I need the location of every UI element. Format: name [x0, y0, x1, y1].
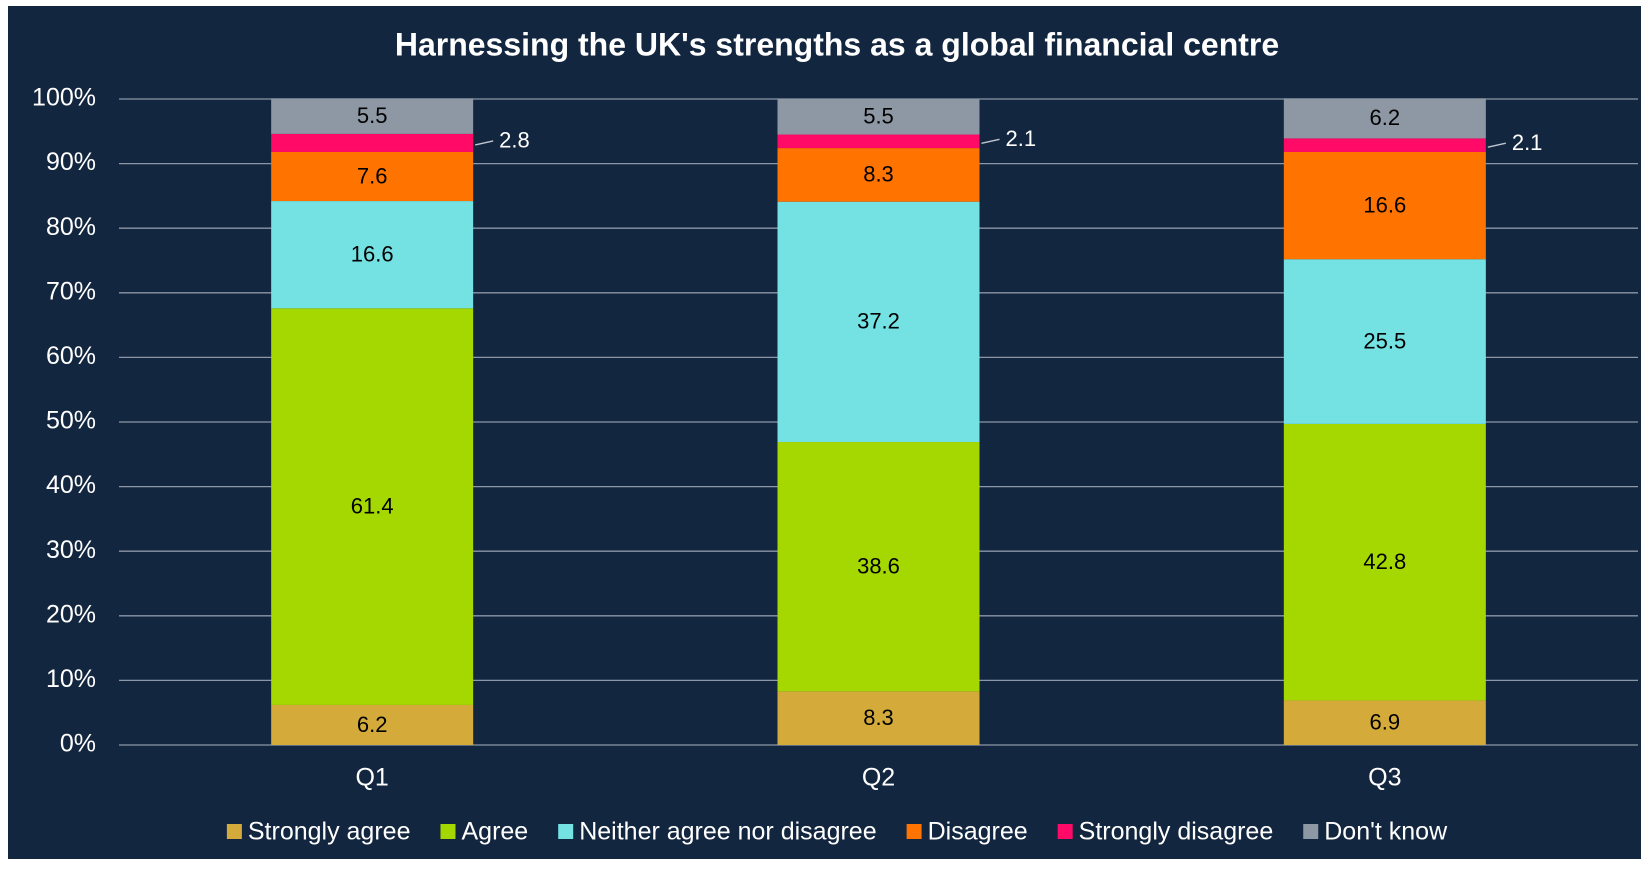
legend-label: Strongly disagree [1079, 818, 1274, 846]
legend-label: Don't know [1324, 818, 1448, 846]
y-tick-label: 80% [46, 213, 96, 241]
data-label: 2.1 [1512, 130, 1543, 155]
x-tick-label: Q1 [355, 764, 388, 792]
legend-swatch [1303, 824, 1319, 839]
bar-segment [1283, 259, 1486, 424]
bar-segment [271, 201, 474, 309]
data-label: 37.2 [857, 309, 900, 334]
legend-label: Agree [461, 818, 528, 846]
legend-swatch [906, 824, 922, 839]
legend-label: Disagree [928, 818, 1028, 846]
bar-segment [271, 98, 474, 134]
bar-segment [1283, 151, 1486, 260]
leader-line [475, 140, 494, 146]
data-label: 5.5 [357, 103, 388, 128]
y-tick-label: 60% [46, 342, 96, 370]
y-tick-label: 50% [46, 407, 96, 435]
bar-segment [1283, 98, 1486, 139]
leader-line [981, 138, 1000, 144]
data-label: 2.8 [499, 128, 530, 153]
bar-segment [271, 704, 474, 745]
bar-segment [271, 133, 474, 152]
bar-segment [777, 134, 980, 149]
data-label: 16.6 [351, 241, 394, 266]
y-tick-label: 70% [46, 277, 96, 305]
x-tick-label: Q2 [862, 764, 895, 792]
data-label: 16.6 [1363, 192, 1406, 217]
legend-swatch [1057, 824, 1073, 839]
data-label: 42.8 [1363, 549, 1406, 574]
legend-label: Strongly agree [248, 818, 411, 846]
bar-segment [271, 308, 474, 705]
y-tick-label: 0% [60, 730, 96, 758]
bar-segment [777, 148, 980, 202]
chart-title: Harnessing the UK's strengths as a globa… [395, 26, 1279, 62]
data-label: 8.3 [863, 162, 894, 187]
bar-segment [1283, 138, 1486, 152]
data-label: 6.9 [1370, 710, 1401, 735]
data-label: 38.6 [857, 554, 900, 579]
data-label: 7.6 [357, 163, 388, 188]
data-label: 8.3 [863, 705, 894, 730]
x-tick-label: Q3 [1368, 764, 1401, 792]
bar-segment [777, 691, 980, 745]
y-tick-label: 10% [46, 665, 96, 693]
data-label: 61.4 [351, 493, 394, 518]
bar-segment [777, 442, 980, 692]
y-tick-label: 90% [46, 148, 96, 176]
bar-segment [777, 201, 980, 443]
bar-segment [777, 99, 980, 135]
y-tick-label: 100% [32, 84, 96, 112]
bar-segment [271, 151, 474, 202]
bar-segment [1283, 700, 1486, 745]
y-tick-label: 30% [46, 536, 96, 564]
leader-line [1487, 142, 1506, 148]
data-label: 5.5 [863, 104, 894, 129]
data-label: 25.5 [1363, 328, 1406, 353]
y-tick-label: 40% [46, 471, 96, 499]
data-label: 6.2 [1370, 105, 1401, 130]
legend-swatch [558, 824, 574, 839]
y-tick-label: 20% [46, 600, 96, 628]
data-label: 6.2 [357, 712, 388, 737]
legend-label: Neither agree nor disagree [579, 818, 876, 846]
data-label: 2.1 [1006, 126, 1037, 151]
bar-segment [1283, 423, 1486, 701]
legend-swatch [226, 824, 242, 839]
legend-swatch [440, 824, 456, 839]
